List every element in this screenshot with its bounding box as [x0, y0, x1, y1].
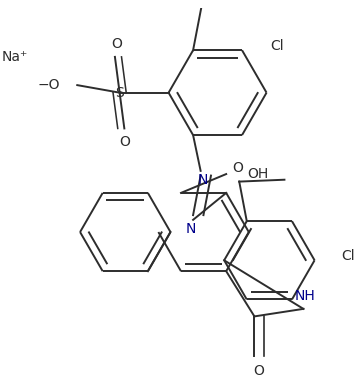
Text: S: S [115, 86, 124, 100]
Text: NH: NH [295, 289, 316, 303]
Text: Na⁺: Na⁺ [2, 50, 28, 64]
Text: O: O [254, 364, 265, 378]
Text: O: O [119, 135, 130, 149]
Text: Cl: Cl [270, 39, 284, 52]
Text: N: N [186, 222, 197, 236]
Text: O: O [232, 161, 243, 175]
Text: N: N [197, 173, 208, 187]
Text: OH: OH [247, 167, 268, 181]
Text: O: O [111, 37, 122, 51]
Text: −O: −O [38, 78, 60, 92]
Text: Cl: Cl [341, 249, 355, 262]
